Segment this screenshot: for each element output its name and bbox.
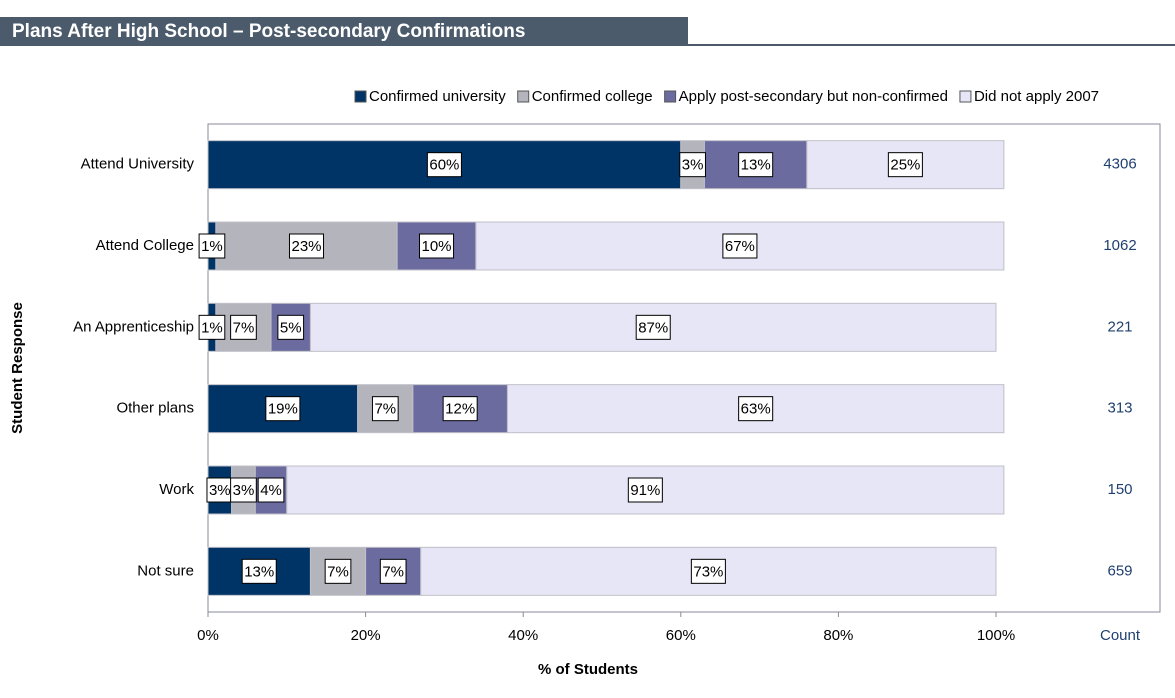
x-tick-label: 0% [197,627,219,644]
data-label: 87% [638,319,668,336]
data-label: 1% [201,238,223,255]
data-label: 7% [382,563,404,580]
legend-swatch [664,90,677,103]
plot-frame [207,123,1161,613]
data-label-box [635,314,671,340]
data-label: 12% [445,401,475,418]
data-label: 60% [429,157,459,174]
data-label-box [722,233,758,259]
data-label-box [198,314,226,340]
data-label-box [690,558,726,584]
count-value: 4306 [1103,156,1136,173]
data-label: 3% [682,157,704,174]
data-label-box [738,396,774,422]
data-label-box [198,233,226,259]
data-label-box [419,233,455,259]
legend-label: Confirmed university [369,88,506,105]
count-header: Count [1100,627,1141,644]
data-label: 5% [280,319,302,336]
data-label: 4% [260,482,282,499]
count-value: 659 [1107,562,1132,579]
data-label: 10% [422,238,452,255]
data-label-box [277,314,305,340]
data-label-box [627,477,663,503]
data-label-box [241,558,277,584]
data-label: 91% [630,482,660,499]
data-label-box [257,477,285,503]
data-label-box [371,396,399,422]
data-label-box [426,152,462,178]
legend-swatch [959,90,972,103]
chart-title: Plans After High School – Post-secondary… [12,21,525,42]
data-label-box [230,314,257,340]
data-label: 7% [374,401,396,418]
data-label: 19% [268,401,298,418]
data-label-box [230,477,257,503]
data-label-box [265,396,301,422]
y-tick-label: Not sure [137,562,194,579]
x-tick-label: 60% [666,627,696,644]
count-value: 1062 [1103,237,1136,254]
data-label: 3% [209,482,231,499]
data-label-box [442,396,478,422]
data-label: 13% [741,157,771,174]
data-label: 1% [201,319,223,336]
count-value: 150 [1107,481,1132,498]
data-label-box [738,152,774,178]
data-label: 3% [233,482,255,499]
y-tick-label: Attend College [96,237,194,254]
y-tick-label: Attend University [81,156,195,173]
data-label-box [288,233,325,259]
data-label: 63% [741,401,771,418]
title-bar [0,17,688,46]
y-tick-label: An Apprenticeship [73,318,194,335]
data-label-box [206,477,234,503]
x-tick-label: 40% [508,627,538,644]
data-label: 23% [291,238,321,255]
y-tick-label: Other plans [116,400,194,417]
data-label-box [379,558,407,584]
data-label: 73% [693,563,723,580]
data-label: 25% [890,157,920,174]
legend-swatch [517,90,530,103]
data-label: 7% [327,563,349,580]
y-axis-title: Student Response [9,302,26,434]
legend-label: Apply post-secondary but non-confirmed [679,88,948,105]
data-label-box [887,152,923,178]
data-label: 13% [244,563,274,580]
legend-label: Did not apply 2007 [974,88,1099,105]
x-tick-label: 80% [823,627,853,644]
data-label: 7% [233,319,255,336]
x-tick-label: 100% [977,627,1015,644]
data-label-box [324,558,352,584]
legend-label: Confirmed college [532,88,653,105]
y-tick-label: Work [159,481,194,498]
count-value: 221 [1107,318,1132,335]
x-axis-title: % of Students [538,661,638,678]
count-value: 313 [1107,400,1132,417]
data-label: 67% [725,238,755,255]
x-tick-label: 20% [351,627,381,644]
data-label-box [679,152,706,178]
legend-swatch [354,90,367,103]
